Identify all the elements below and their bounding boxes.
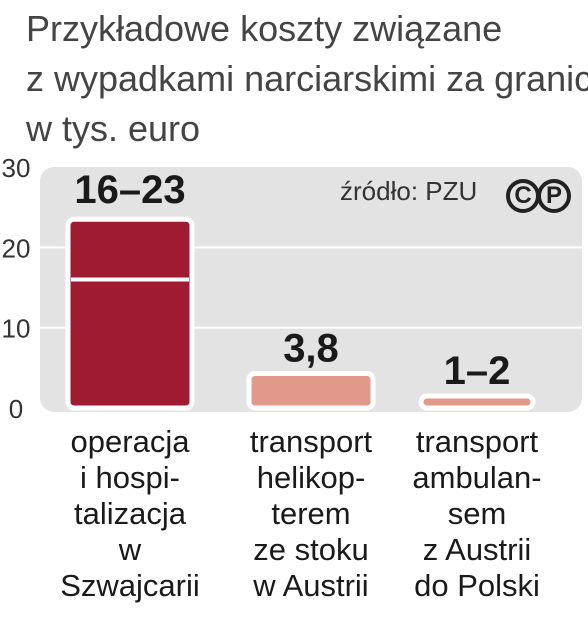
category-label: transport: [250, 424, 373, 459]
source-label: źródło: PZU: [340, 176, 478, 206]
category-label: do Polski: [414, 568, 540, 603]
y-tick-label: 0: [9, 394, 23, 424]
category-label: terem: [271, 496, 350, 531]
category-label: talizacja: [74, 496, 187, 531]
phonogram-icon: P: [537, 179, 571, 213]
category-label: transport: [416, 424, 539, 459]
y-tick-label: 10: [2, 314, 31, 344]
bar-value-label: 16–23: [74, 168, 185, 212]
y-tick-label: 30: [2, 153, 31, 183]
title-line-3: w tys. euro: [26, 108, 201, 149]
category-label: sem: [448, 496, 507, 531]
bar-value-label: 3,8: [283, 326, 339, 370]
category-label: ambulan-: [412, 460, 541, 495]
category-label: Szwajcarii: [60, 568, 200, 603]
category-label: ze stoku: [253, 532, 368, 567]
bar: [65, 216, 195, 411]
category-label: w Austrii: [252, 568, 368, 603]
bar: [246, 370, 376, 411]
copyright-icon: C: [506, 179, 540, 213]
category-label: operacja: [71, 424, 191, 459]
title-line-1: Przykładowe koszty związane: [26, 8, 503, 49]
category-label: helikop-: [257, 460, 366, 495]
category-label: w: [118, 532, 142, 567]
chart-title: Przykładowe koszty związane z wypadkami …: [26, 4, 588, 154]
y-tick-label: 20: [2, 233, 31, 263]
category-label: z Austrii: [423, 532, 532, 567]
bar-value-label: 1–2: [444, 349, 511, 393]
category-label: i hospi-: [80, 460, 180, 495]
bar: [418, 393, 536, 411]
title-line-2: z wypadkami narciarskimi za granicą: [26, 58, 588, 99]
